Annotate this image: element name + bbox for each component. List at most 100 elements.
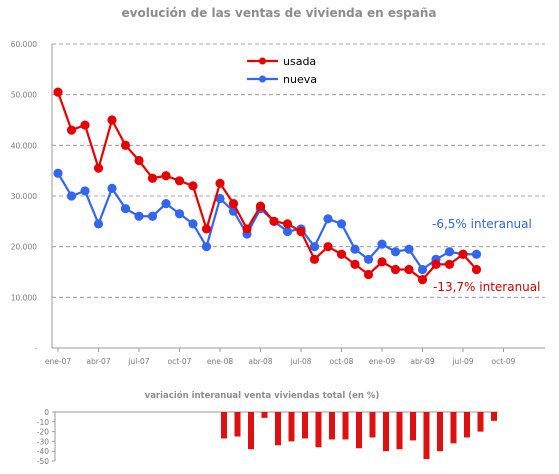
data-point-nueva	[444, 247, 455, 257]
main-chart-title: evolución de las ventas de vivienda en e…	[122, 6, 437, 20]
data-point-nueva	[377, 239, 387, 249]
x-tick-label: jul-08	[289, 357, 311, 366]
data-point-usada	[147, 173, 158, 183]
data-point-nueva	[93, 219, 104, 229]
data-point-nueva	[404, 244, 414, 254]
bar	[261, 412, 268, 418]
data-point-usada	[336, 249, 347, 259]
data-point-nueva	[147, 211, 158, 221]
bar-chart-title: variación interanual venta viviendas tot…	[145, 390, 380, 401]
bar	[275, 412, 281, 446]
data-point-nueva	[350, 244, 360, 254]
bar	[396, 412, 403, 450]
data-point-usada	[80, 120, 90, 130]
data-point-nueva	[80, 186, 90, 196]
y-tick-label: 60.000	[11, 40, 37, 49]
bar	[383, 412, 389, 452]
data-point-nueva	[53, 168, 63, 178]
bar	[464, 412, 470, 438]
x-tick-label: ene-07	[45, 357, 71, 366]
data-point-nueva	[323, 214, 333, 224]
bar-y-tick-label: -30	[37, 437, 49, 446]
x-tick-label: ene-09	[369, 357, 395, 366]
data-point-nueva	[215, 193, 225, 204]
legend-swatch-marker	[259, 75, 266, 83]
bar	[329, 412, 335, 440]
data-point-nueva	[174, 209, 185, 219]
data-point-usada	[417, 275, 428, 285]
data-point-usada	[134, 155, 144, 166]
data-point-nueva	[201, 242, 212, 252]
bar	[342, 412, 349, 440]
data-point-usada	[53, 87, 63, 97]
bar	[288, 412, 295, 442]
y-tick-label: -	[34, 344, 37, 353]
bar-y-tick-label: -50	[37, 457, 49, 466]
bar	[477, 412, 484, 432]
y-tick-label: 30.000	[11, 192, 37, 201]
legend-label-nueva: nueva	[283, 73, 317, 86]
data-point-usada	[363, 269, 374, 280]
bar	[315, 412, 322, 448]
data-point-nueva	[188, 219, 198, 229]
data-point-usada	[323, 242, 333, 252]
bar	[423, 412, 430, 460]
annotation-label: -13,7% interanual	[433, 280, 540, 294]
y-tick-label: 50.000	[11, 91, 37, 100]
bar	[234, 412, 241, 437]
data-point-nueva	[107, 183, 117, 193]
y-tick-label: 40.000	[11, 141, 37, 150]
data-point-nueva	[390, 247, 401, 257]
data-point-usada	[282, 219, 293, 229]
series-line-usada	[56, 91, 478, 281]
data-point-usada	[350, 259, 360, 269]
bar	[302, 412, 308, 439]
bar	[248, 412, 254, 450]
data-point-usada	[66, 125, 77, 135]
x-tick-label: abr-07	[86, 357, 110, 366]
data-point-usada	[296, 226, 306, 237]
y-tick-label: 20.000	[11, 243, 37, 252]
series-line-nueva	[57, 172, 477, 271]
bar	[450, 412, 457, 444]
data-point-usada	[228, 199, 239, 209]
data-point-usada	[215, 178, 225, 188]
data-point-nueva	[282, 226, 293, 237]
bar-y-tick-label: -20	[37, 428, 49, 437]
data-point-usada	[390, 264, 401, 275]
annotation-label: -6,5% interanual	[432, 217, 532, 231]
data-point-usada	[377, 257, 387, 267]
data-point-usada	[107, 115, 117, 125]
bar	[356, 412, 362, 449]
data-point-usada	[404, 264, 414, 275]
bar-y-tick-label: 0	[44, 408, 49, 417]
data-point-nueva	[471, 249, 482, 259]
data-point-usada	[201, 224, 212, 234]
x-tick-label: abr-09	[410, 357, 434, 366]
x-tick-label: jul-07	[127, 357, 149, 366]
data-point-nueva	[66, 191, 77, 201]
data-point-nueva	[120, 204, 131, 214]
data-point-usada	[471, 264, 482, 275]
data-point-nueva	[309, 242, 320, 252]
data-point-usada	[269, 216, 279, 226]
bar-y-tick-label: -40	[37, 447, 49, 456]
x-tick-label: oct-08	[330, 357, 354, 366]
data-point-usada	[255, 201, 266, 211]
data-point-usada	[458, 249, 468, 259]
bar	[437, 412, 443, 452]
legend-swatch-marker	[259, 57, 266, 65]
x-tick-label: oct-09	[492, 357, 516, 366]
data-point-nueva	[363, 254, 374, 264]
x-tick-label: oct-07	[168, 357, 192, 366]
data-point-usada	[431, 259, 441, 269]
bar	[410, 412, 416, 441]
bar-y-tick-label: -10	[37, 418, 49, 427]
data-point-usada	[188, 181, 198, 191]
x-tick-label: abr-08	[248, 357, 272, 366]
data-point-usada	[309, 254, 320, 264]
data-point-nueva	[161, 199, 171, 209]
y-tick-label: 10.000	[11, 293, 37, 302]
x-tick-label: jul-09	[451, 357, 473, 366]
